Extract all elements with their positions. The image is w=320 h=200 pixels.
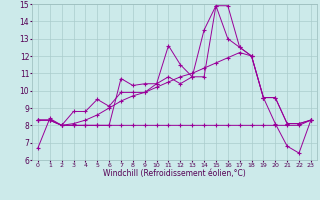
X-axis label: Windchill (Refroidissement éolien,°C): Windchill (Refroidissement éolien,°C)	[103, 169, 246, 178]
